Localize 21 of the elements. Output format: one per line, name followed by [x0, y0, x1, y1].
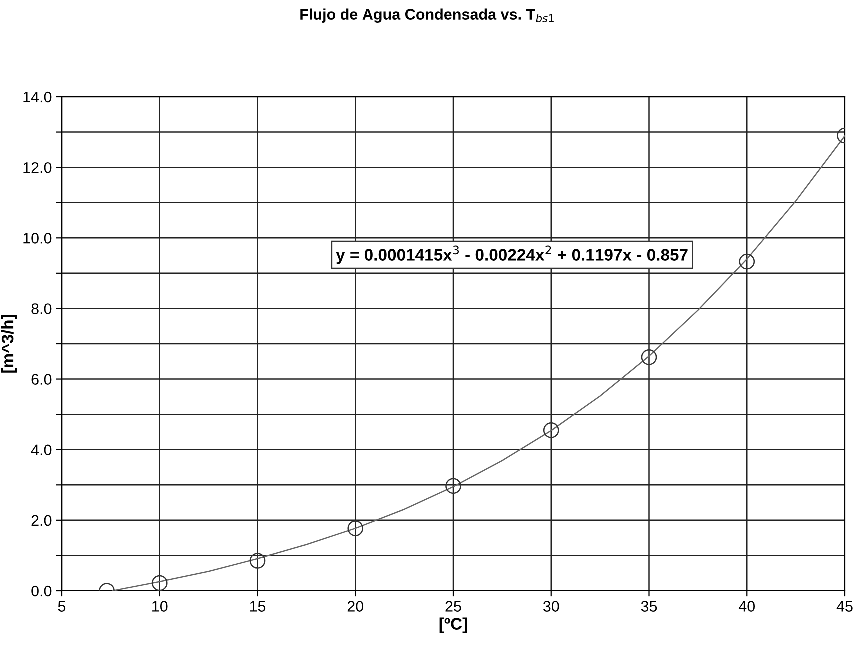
- y-tick-label: 4.0: [31, 444, 52, 456]
- x-tick-label: 25: [446, 601, 462, 612]
- x-tick-label: 10: [152, 601, 168, 612]
- y-tick-label: 0.0: [32, 586, 52, 597]
- y-tick-label: 12.0: [24, 162, 52, 174]
- y-axis-title: [m^3/h]: [1, 315, 17, 373]
- x-tick-label: 15: [250, 601, 266, 612]
- y-tick-label: 10.0: [24, 233, 52, 244]
- x-tick-label: 5: [58, 601, 66, 612]
- y-tick-label: 6.0: [32, 374, 52, 385]
- y-tick-label: 14.0: [24, 92, 52, 103]
- y-tick-label: 8.0: [32, 304, 52, 314]
- x-tick-label: 20: [348, 601, 364, 612]
- x-tick-label: 35: [641, 601, 658, 612]
- x-axis-title: [ºC]: [440, 618, 468, 634]
- x-tick-label: 40: [738, 601, 756, 612]
- x-tick-label: 45: [836, 601, 853, 612]
- chart-title: Flujo de Agua Condensada vs. T$_{bs1}$: [300, 8, 554, 24]
- y-tick-label: 2.0: [32, 515, 52, 526]
- annotation: y = 0.0001415x$^{3}$ - 0.00224x$^{2}$ + 0.1197x - 0.857: [336, 246, 688, 264]
- x-tick-label: 30: [543, 601, 560, 612]
